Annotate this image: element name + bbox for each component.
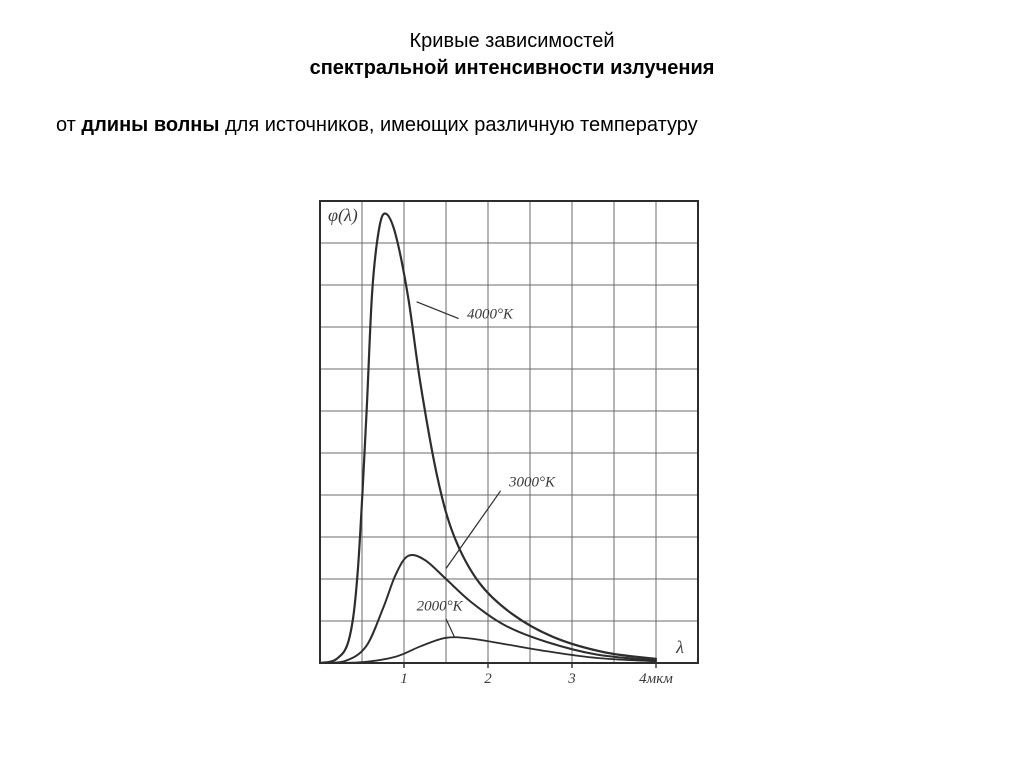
title-line1: Кривые зависимостей [0,28,1024,55]
curve-label-3000K: 3000°К [508,475,556,491]
curve-label-2000K: 2000°К [417,599,464,615]
title-line2: спектральной интенсивности излучения [0,55,1024,82]
subtitle-bold: длины волны [81,114,219,136]
spectral-intensity-chart: 1 2 3 4мкм φ(λ) λ 4000°К 3000°К 2000°К [286,195,738,695]
x-tick-label: 2 [484,671,492,687]
subtitle-prefix: от [56,114,81,136]
x-tick-label: 4мкм [639,671,673,687]
curve-label-4000K: 4000°К [467,307,514,323]
title-block: Кривые зависимостей спектральной интенси… [0,28,1024,82]
x-axis-label: λ [675,637,684,657]
page: Кривые зависимостей спектральной интенси… [0,0,1024,768]
x-tick-label: 1 [400,671,408,687]
x-tick-label: 3 [567,671,576,687]
y-axis-label: φ(λ) [328,205,358,226]
subtitle-suffix: для источников, имеющих различную темпер… [219,114,697,136]
subtitle-block: от длины волны для источников, имеющих р… [0,112,1024,139]
chart-svg: 1 2 3 4мкм φ(λ) λ 4000°К 3000°К 2000°К [286,195,738,695]
